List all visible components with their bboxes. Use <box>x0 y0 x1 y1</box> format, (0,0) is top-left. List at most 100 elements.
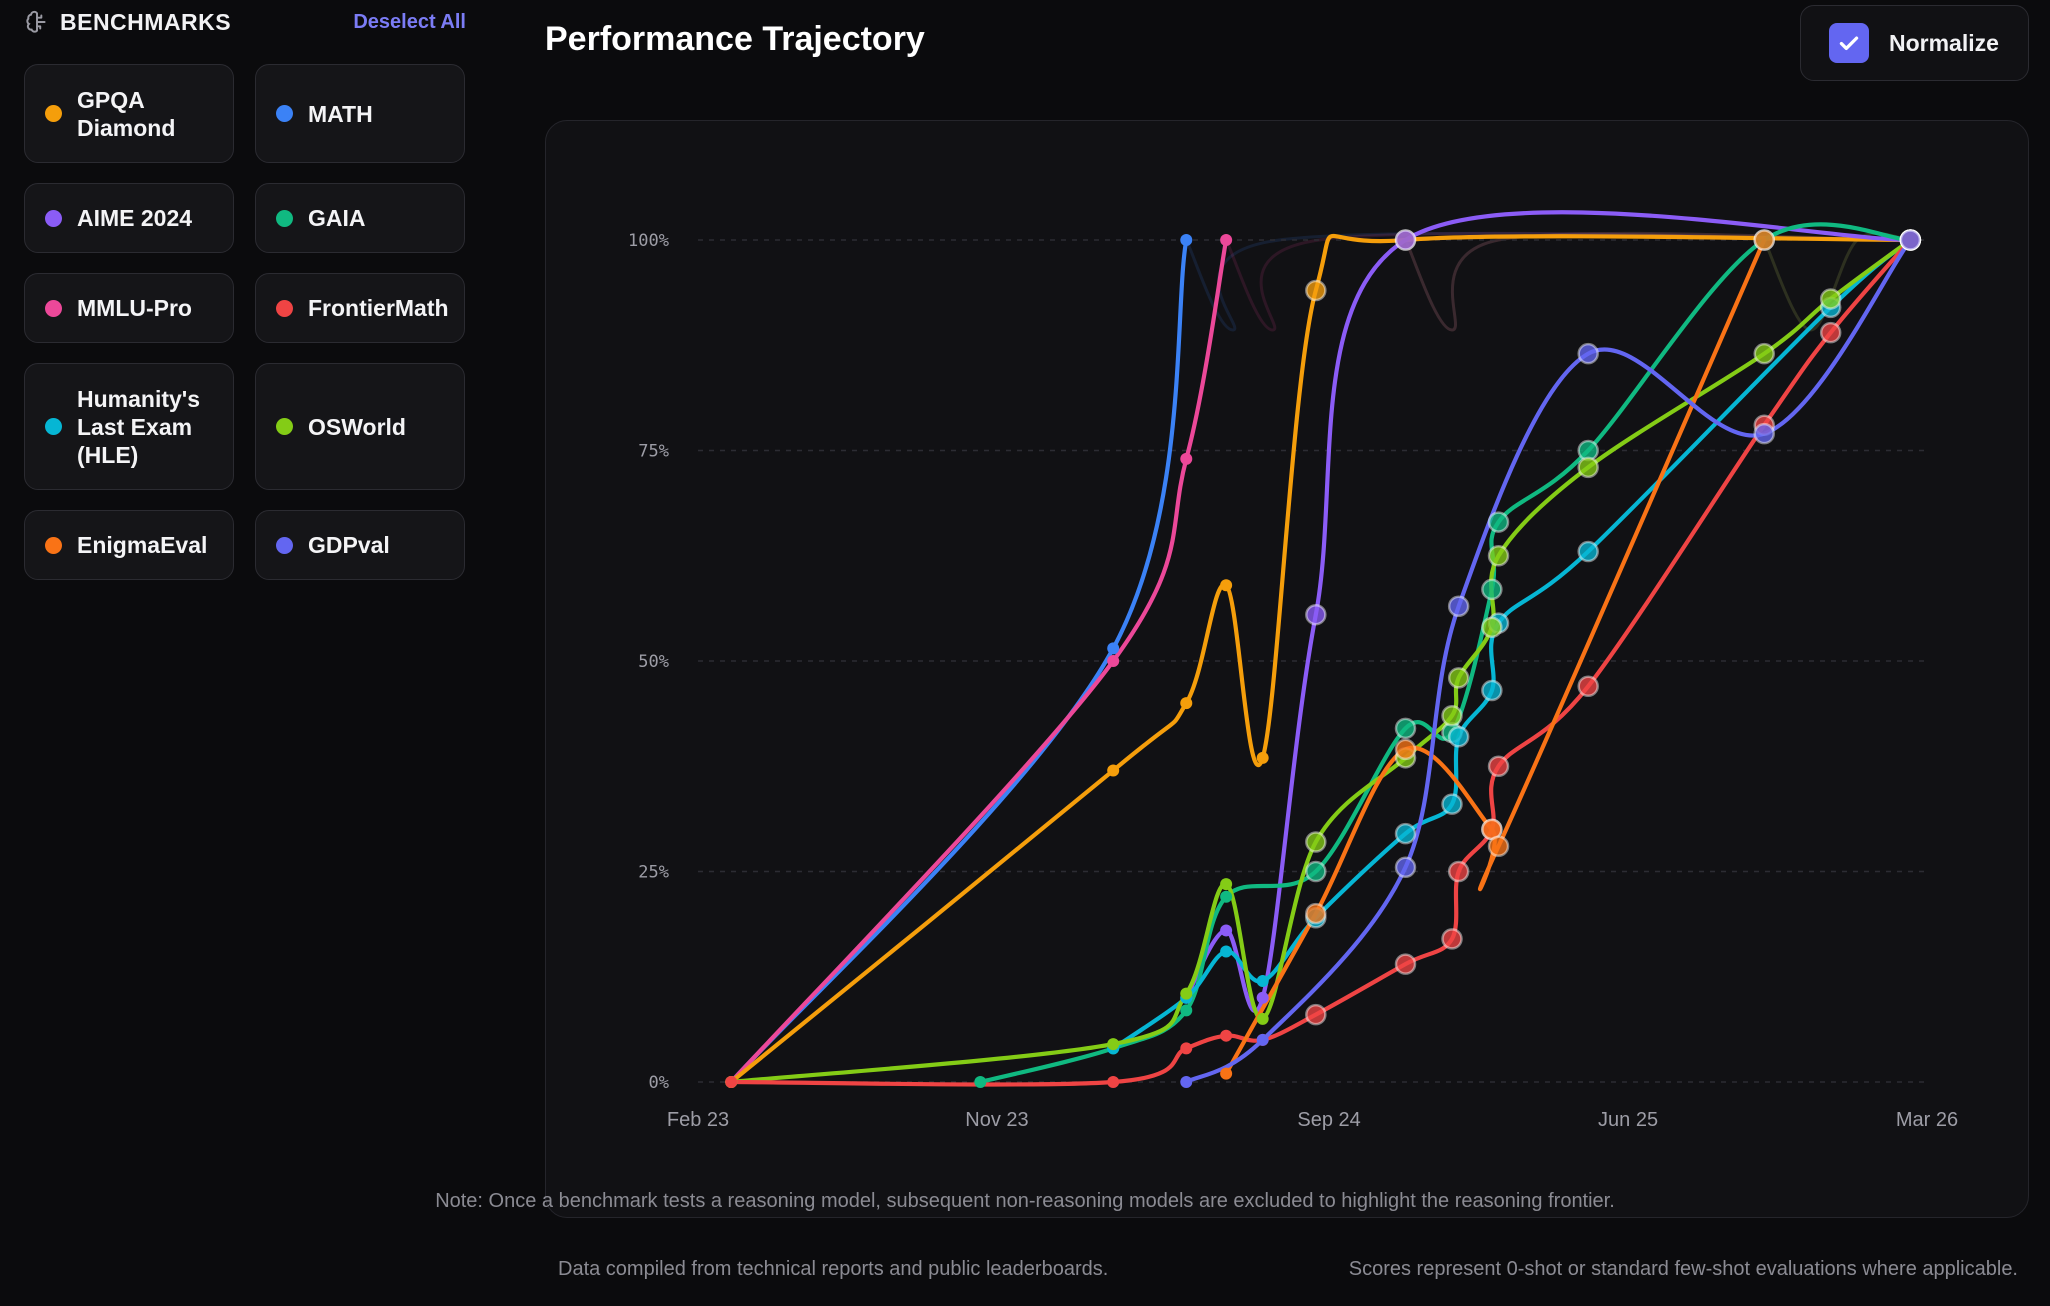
legend-dot-icon <box>45 536 62 554</box>
series-line-aime-2024[interactable] <box>1184 210 1913 1013</box>
x-tick-label: Feb 23 <box>667 1109 729 1131</box>
data-point-frontiermath[interactable] <box>1819 321 1842 344</box>
data-point-osworld[interactable] <box>1107 1038 1120 1051</box>
x-tick-label: Jun 25 <box>1598 1109 1658 1131</box>
data-point-math[interactable] <box>1180 234 1193 246</box>
series-line-gpqa-diamond[interactable] <box>729 233 1913 1085</box>
chart-note: Note: Once a benchmark tests a reasoning… <box>435 1190 1615 1212</box>
data-point-aime-2024[interactable] <box>1305 603 1327 626</box>
data-point-enigmaeval[interactable] <box>1753 229 1775 251</box>
data-point-aime-2024[interactable] <box>1394 229 1417 251</box>
data-point-gaia[interactable] <box>974 1076 987 1088</box>
benchmark-chip-enigmaeval[interactable]: EnigmaEval <box>24 510 234 580</box>
deselect-all-button[interactable]: Deselect All <box>353 10 466 33</box>
data-point-osworld[interactable] <box>1180 987 1193 1000</box>
data-point-mmlu-pro[interactable] <box>1107 655 1120 667</box>
series-line-math[interactable] <box>729 237 1189 1085</box>
data-point-gaia[interactable] <box>1220 890 1233 903</box>
data-point-frontiermath[interactable] <box>1441 928 1463 950</box>
series-line-frontiermath[interactable] <box>729 237 1913 1087</box>
axis-labels: 0% 25% 50% 75% 100% Feb 23 Nov 23 Sep 24 Jun 25 M… <box>628 231 1958 1131</box>
benchmark-chip-aime-2024[interactable]: AIME 2024 <box>24 183 234 253</box>
data-point-frontiermath[interactable] <box>1180 1042 1193 1055</box>
data-point-gaia[interactable] <box>1487 511 1510 533</box>
data-point-math[interactable] <box>1107 642 1120 655</box>
x-tick-label: Mar 26 <box>1896 1109 1958 1131</box>
data-point-osworld[interactable] <box>1256 1012 1269 1025</box>
data-point-osworld[interactable] <box>1487 545 1510 567</box>
series-points <box>725 229 1922 1088</box>
data-point-mmlu-pro[interactable] <box>1220 234 1233 246</box>
data-point-gpqa-diamond[interactable] <box>1107 764 1120 777</box>
series-lines <box>729 210 1913 1087</box>
data-point-frontiermath[interactable] <box>1487 755 1510 777</box>
chart-panel: 0% 25% 50% 75% 100% Feb 23 Nov 23 Sep 24 Jun 25 M… <box>545 120 2029 1218</box>
data-point-osworld[interactable] <box>1305 831 1327 853</box>
benchmark-label: Humanity's Last Exam (HLE) <box>77 385 201 468</box>
data-point-frontiermath[interactable] <box>1577 675 1599 698</box>
data-point-gaia[interactable] <box>1180 1004 1193 1017</box>
data-point-enigmaeval[interactable] <box>1487 835 1510 857</box>
legend-dot-icon <box>45 299 62 317</box>
data-point-humanity-s-last-exam-hle[interactable] <box>1447 726 1470 748</box>
data-point-enigmaeval[interactable] <box>1305 902 1327 925</box>
series-line-mmlu-pro[interactable] <box>729 237 1229 1085</box>
y-tick-label: 25% <box>638 863 669 883</box>
benchmark-chip-gdpval[interactable]: GDPval <box>255 510 465 580</box>
data-point-enigmaeval[interactable] <box>1394 738 1417 761</box>
data-point-humanity-s-last-exam-hle[interactable] <box>1481 679 1503 702</box>
data-point-gdpval[interactable] <box>1753 422 1775 445</box>
data-point-frontiermath[interactable] <box>1394 953 1417 975</box>
data-point-gdpval[interactable] <box>1447 595 1470 618</box>
data-point-humanity-s-last-exam-hle[interactable] <box>1256 974 1269 987</box>
benchmark-chip-gpqa-diamond[interactable]: GPQA Diamond <box>24 64 234 163</box>
data-point-gaia[interactable] <box>1394 717 1417 740</box>
data-point-humanity-s-last-exam-hle[interactable] <box>1394 822 1417 845</box>
data-point-humanity-s-last-exam-hle[interactable] <box>1577 540 1599 563</box>
data-point-osworld[interactable] <box>1819 288 1842 310</box>
normalize-toggle[interactable]: Normalize <box>1800 5 2029 81</box>
data-point-frontiermath[interactable] <box>1107 1076 1120 1088</box>
data-point-gaia[interactable] <box>1481 578 1503 601</box>
data-point-gdpval[interactable] <box>1256 1033 1269 1046</box>
data-point-osworld[interactable] <box>1577 456 1599 479</box>
benchmark-chip-hle[interactable]: Humanity's Last Exam (HLE) <box>24 363 234 490</box>
legend-dot-icon <box>45 209 62 227</box>
benchmark-chip-math[interactable]: MATH <box>255 64 465 163</box>
data-point-osworld[interactable] <box>1220 878 1233 891</box>
normalize-checkbox[interactable] <box>1829 23 1869 63</box>
data-point-gdpval[interactable] <box>1394 856 1417 879</box>
benchmark-label: GDPval <box>308 532 390 558</box>
data-point-mmlu-pro[interactable] <box>1180 452 1193 465</box>
data-point-gpqa-diamond[interactable] <box>1220 579 1233 592</box>
data-point-frontiermath[interactable] <box>1220 1029 1233 1042</box>
data-point-osworld[interactable] <box>1481 616 1503 639</box>
benchmark-chip-mmlu-pro[interactable]: MMLU-Pro <box>24 273 234 343</box>
data-point-osworld[interactable] <box>1753 342 1775 365</box>
data-point-frontiermath[interactable] <box>1305 1003 1327 1026</box>
brain-icon <box>26 10 46 33</box>
data-point-humanity-s-last-exam-hle[interactable] <box>1441 793 1463 815</box>
data-point-gpqa-diamond[interactable] <box>1180 697 1193 710</box>
data-point-frontiermath[interactable] <box>725 1076 738 1088</box>
data-point-frontiermath[interactable] <box>1447 860 1470 883</box>
benchmark-chip-frontiermath[interactable]: FrontierMath <box>255 273 465 343</box>
data-point-gpqa-diamond[interactable] <box>1305 279 1327 302</box>
data-point-gaia[interactable] <box>1305 860 1327 883</box>
benchmark-chip-gaia[interactable]: GAIA <box>255 183 465 253</box>
data-point-enigmaeval[interactable] <box>1481 818 1503 841</box>
data-point-osworld[interactable] <box>1447 667 1470 689</box>
data-point-osworld[interactable] <box>1441 704 1463 727</box>
series-line-humanity-s-last-exam-hle[interactable] <box>1111 237 1913 1051</box>
data-point-aime-2024[interactable] <box>1220 924 1233 937</box>
benchmark-chip-osworld[interactable]: OSWorld <box>255 363 465 490</box>
footer-evaluation-note: Scores represent 0-shot or standard few-… <box>1348 1258 2018 1280</box>
data-point-humanity-s-last-exam-hle[interactable] <box>1220 945 1233 958</box>
data-point-gdpval[interactable] <box>1577 342 1599 365</box>
data-point-gpqa-diamond[interactable] <box>1256 751 1269 764</box>
data-point-gdpval[interactable] <box>1180 1076 1193 1088</box>
ghost-line-mmlu-pro <box>1224 231 1911 332</box>
data-point-aime-2024[interactable] <box>1256 991 1269 1004</box>
data-point-gdpval[interactable] <box>1899 229 1922 251</box>
data-point-enigmaeval[interactable] <box>1220 1067 1233 1080</box>
